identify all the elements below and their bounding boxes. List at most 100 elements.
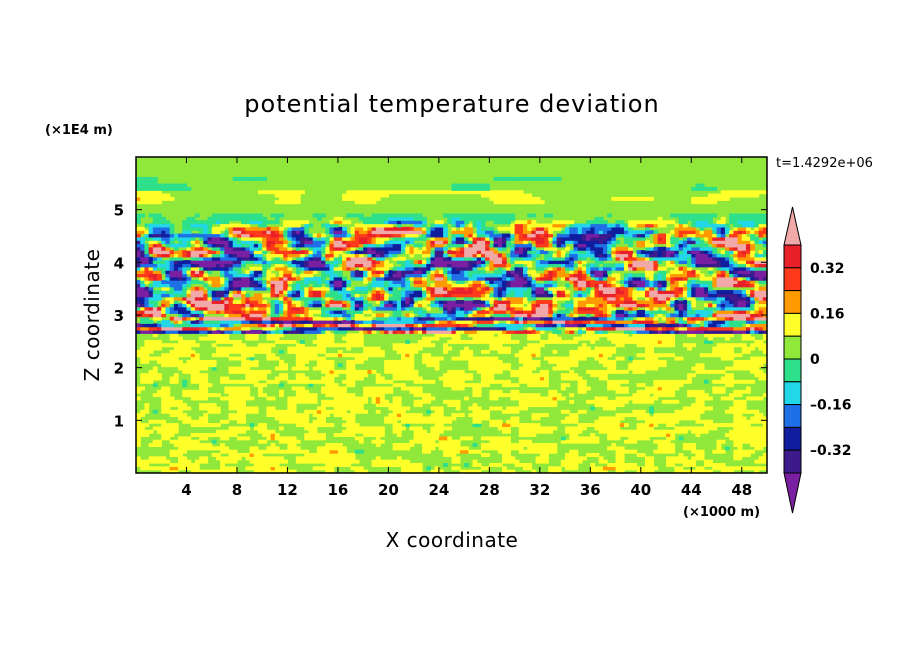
heatmap-cell <box>236 413 242 418</box>
heatmap-cell <box>434 286 440 291</box>
heatmap-cell <box>249 313 255 318</box>
heatmap-cell <box>666 393 671 398</box>
heatmap-cell <box>489 379 495 384</box>
heatmap-cell <box>729 310 734 314</box>
heatmap-cell <box>544 403 549 408</box>
heatmap-cell <box>560 310 566 314</box>
heatmap-cell <box>758 466 764 471</box>
heatmap-cell <box>556 359 562 364</box>
heatmap-cell <box>228 300 234 304</box>
heatmap-cell <box>581 423 587 428</box>
heatmap-cell <box>358 426 364 431</box>
heatmap-cell <box>687 343 692 348</box>
heatmap-cell <box>392 319 398 324</box>
heatmap-cell <box>480 436 486 441</box>
heatmap-cell <box>443 290 448 294</box>
heatmap-cell <box>337 386 343 391</box>
heatmap-cell <box>392 346 398 351</box>
heatmap-cell <box>354 303 360 308</box>
heatmap-cell <box>199 329 204 334</box>
heatmap-cell <box>699 429 705 434</box>
heatmap-cell <box>148 319 154 324</box>
heatmap-cell <box>241 396 246 401</box>
heatmap-cell <box>333 373 339 378</box>
heatmap-cell <box>300 296 305 301</box>
heatmap-cell <box>741 419 747 424</box>
heatmap-cell <box>262 319 268 324</box>
heatmap-cell <box>695 310 701 314</box>
heatmap-cell <box>249 449 255 454</box>
heatmap-cell <box>523 310 528 314</box>
heatmap-cell <box>733 303 739 308</box>
heatmap-cell <box>560 363 566 368</box>
heatmap-cell <box>493 406 499 411</box>
heatmap-cell <box>422 356 427 361</box>
heatmap-cell <box>703 369 709 374</box>
heatmap-cell <box>523 356 528 361</box>
heatmap-cell <box>741 349 747 354</box>
heatmap-cell <box>523 396 528 401</box>
heatmap-cell <box>640 343 646 348</box>
heatmap-cell <box>489 406 495 411</box>
heatmap-cell <box>640 339 646 344</box>
heatmap-cell <box>724 313 730 318</box>
heatmap-cell <box>649 399 655 404</box>
heatmap-cell <box>430 359 436 364</box>
heatmap-cell <box>615 463 621 467</box>
heatmap-cell <box>140 310 146 314</box>
heatmap-cell <box>199 306 204 311</box>
heatmap-cell <box>645 399 650 404</box>
heatmap-cell <box>674 416 680 421</box>
heatmap-cell <box>140 433 146 438</box>
heatmap-cell <box>501 379 507 384</box>
heatmap-cell <box>569 433 575 438</box>
heatmap-cell <box>741 379 747 384</box>
heatmap-cell <box>451 416 457 421</box>
heatmap-cell <box>426 433 432 438</box>
heatmap-cell <box>729 383 734 388</box>
heatmap-cell <box>754 409 760 414</box>
heatmap-cell <box>203 433 209 438</box>
heatmap-cell <box>300 386 305 391</box>
heatmap-cell <box>392 413 398 418</box>
heatmap-cell <box>451 290 457 294</box>
heatmap-cell <box>506 333 511 338</box>
heatmap-cell <box>169 323 175 328</box>
heatmap-cell <box>417 346 423 351</box>
heatmap-cell <box>687 373 692 378</box>
heatmap-cell <box>750 356 755 361</box>
heatmap-cell <box>405 316 411 321</box>
heatmap-cell <box>464 329 469 334</box>
heatmap-cell <box>283 290 289 294</box>
heatmap-cell <box>552 446 558 451</box>
heatmap-cell <box>266 433 272 438</box>
heatmap-cell <box>274 339 280 344</box>
chart-title: potential temperature deviation <box>244 90 659 118</box>
heatmap-cell <box>342 300 347 304</box>
heatmap-cell <box>569 300 575 304</box>
heatmap-cell <box>514 416 520 421</box>
heatmap-cell <box>451 449 457 454</box>
heatmap-cell <box>674 399 680 404</box>
heatmap-cell <box>363 286 368 291</box>
heatmap-cell <box>762 290 767 294</box>
heatmap-cell <box>531 329 537 334</box>
heatmap-cell <box>291 449 297 454</box>
heatmap-cell <box>758 459 764 464</box>
heatmap-cell <box>569 306 575 311</box>
heatmap-cell <box>186 293 192 298</box>
heatmap-cell <box>316 449 322 454</box>
heatmap-cell <box>354 429 360 434</box>
heatmap-cell <box>687 459 692 464</box>
heatmap-cell <box>607 366 612 371</box>
heatmap-cell <box>733 419 739 424</box>
heatmap-cell <box>304 396 310 401</box>
heatmap-cell <box>392 329 398 334</box>
heatmap-cell <box>476 336 482 341</box>
heatmap-cell <box>413 346 419 351</box>
heatmap-cell <box>480 290 486 294</box>
heatmap-cell <box>628 293 633 298</box>
heatmap-cell <box>657 336 663 341</box>
heatmap-cell <box>173 336 179 341</box>
heatmap-cell <box>186 346 192 351</box>
